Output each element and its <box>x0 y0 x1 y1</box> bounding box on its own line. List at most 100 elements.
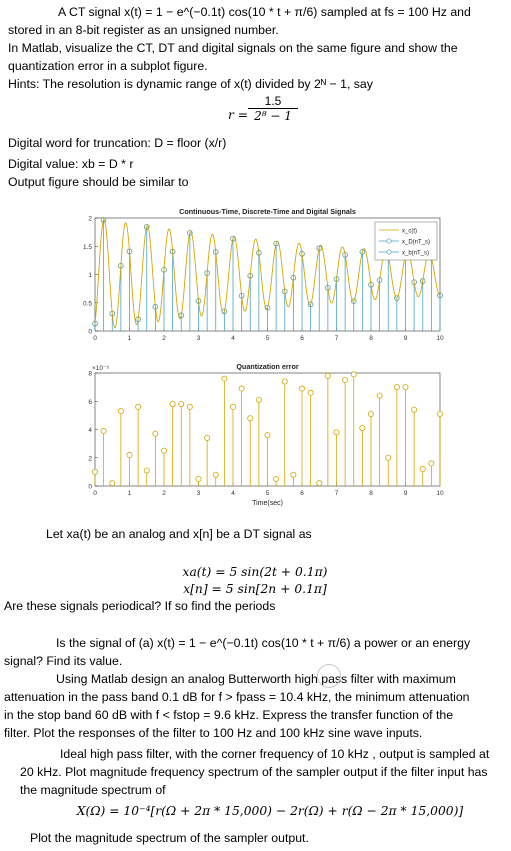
resolution-lhs: r = <box>228 108 249 122</box>
p5-spectrum-eq: X(Ω) = 10⁻⁴[r(Ω + 2π * 15,000) − 2r(Ω) +… <box>76 804 464 818</box>
error-marker <box>385 454 392 461</box>
x-tick-label: 1 <box>128 335 132 342</box>
p4-line3: in the stop band 60 dB with f < fstop = … <box>4 708 454 722</box>
marker-digital <box>333 276 340 282</box>
marker-digital <box>161 267 167 273</box>
p1-digital-word: Digital word for truncation: D = floor (… <box>8 136 227 150</box>
marker-digital <box>394 295 400 301</box>
marker-digital <box>152 303 159 310</box>
chart-title: Continuous-Time, Discrete-Time and Digit… <box>179 207 356 216</box>
series-continuous <box>94 218 441 329</box>
marker-digital <box>359 249 366 255</box>
marker-digital <box>187 230 193 236</box>
x-tick-label: 6 <box>300 490 304 497</box>
p2-eq2: x[n] = 5 sin[2n + 0.1π] <box>183 582 327 596</box>
marker-digital <box>169 248 176 255</box>
error-marker <box>376 392 383 399</box>
legend-marker <box>386 238 392 244</box>
y-exponent: ×10⁻³ <box>92 365 109 372</box>
marker-digital <box>264 304 271 311</box>
p5-line1: Ideal high pass filter, with the corner … <box>60 747 490 761</box>
p1-line3: In Matlab, visualize the CT, DT and digi… <box>8 41 458 55</box>
marker-digital <box>299 251 305 257</box>
resolution-fraction: 1.5 2⁸ − 1 <box>248 94 298 123</box>
error-marker <box>126 451 133 458</box>
error-marker <box>100 427 107 434</box>
marker-digital <box>420 278 426 284</box>
error-marker <box>160 447 167 454</box>
x-tick-label: 2 <box>162 490 166 497</box>
y-tick-label: 0 <box>88 484 92 491</box>
p2-eq1: xa(t) = 5 sin(2t + 0.1π) <box>182 565 328 579</box>
marker-digital <box>204 270 210 276</box>
error-marker <box>152 430 159 437</box>
x-tick-label: 6 <box>300 335 304 342</box>
marker-digital <box>213 249 219 255</box>
x-tick-label: 5 <box>266 335 270 342</box>
error-marker <box>428 460 435 467</box>
x-tick-label: 0 <box>93 335 97 342</box>
marker-digital <box>238 293 245 299</box>
marker-digital <box>307 301 314 308</box>
error-marker <box>135 403 142 410</box>
marker-digital <box>109 310 115 317</box>
error-marker <box>143 467 150 474</box>
p5-line2: 20 kHz. Plot magnitude frequency spectru… <box>20 765 488 779</box>
chart-title: Quantization error <box>236 362 299 371</box>
p1-line1: A CT signal x(t) = 1 − e^(−0.1t) cos(10 … <box>58 5 471 19</box>
p1-digital-value: Digital value: xb = D * r <box>8 157 134 171</box>
y-tick-label: 0 <box>88 329 92 336</box>
x-tick-label: 7 <box>335 490 339 497</box>
x-axis-label: Time(sec) <box>252 500 283 507</box>
marker-digital <box>118 263 124 269</box>
x-tick-label: 10 <box>436 335 444 342</box>
error-marker <box>281 378 288 385</box>
x-tick-label: 5 <box>266 490 270 497</box>
legend-marker <box>386 249 392 255</box>
x-tick-label: 9 <box>404 335 408 342</box>
marker-digital <box>144 224 150 230</box>
x-tick-label: 8 <box>369 490 373 497</box>
y-tick-label: 8 <box>88 371 92 378</box>
cursor-circle-icon <box>317 664 341 688</box>
error-marker <box>238 385 245 392</box>
y-tick-label: 0.5 <box>83 300 92 307</box>
marker-digital <box>135 316 141 323</box>
marker-digital <box>368 282 374 288</box>
y-tick-label: 1 <box>88 272 92 279</box>
marker-digital <box>282 288 288 295</box>
y-tick-label: 2 <box>88 455 92 462</box>
marker-digital <box>342 252 348 258</box>
y-tick-label: 1.5 <box>83 244 92 251</box>
error-marker <box>333 429 340 436</box>
error-marker <box>324 372 331 379</box>
error-marker <box>402 384 409 391</box>
marker-digital <box>126 248 133 255</box>
error-marker <box>307 389 314 396</box>
p3-line1: Is the signal of (a) x(t) = 1 − e^(−0.1t… <box>56 636 471 650</box>
marker-digital <box>273 240 279 247</box>
y-tick-label: 2 <box>88 216 92 223</box>
p2-question: Are these signals periodical? If so find… <box>4 599 276 613</box>
p4-line2: attenuation in the pass band 0.1 dB for … <box>4 690 470 704</box>
chart-quantization-error: 0 1 2 3 4 5 6 7 8 9 10 0 2 4 6 8 Quantization error ×10⁻³… <box>88 362 444 507</box>
x-tick-label: 10 <box>436 490 444 497</box>
marker-digital <box>290 275 297 281</box>
legend: x_c(t) x_D(nT_s) x_b(nT_s) <box>374 221 438 261</box>
marker-digital <box>437 292 443 299</box>
error-marker <box>316 480 323 487</box>
error-marker <box>178 401 185 408</box>
marker-digital <box>178 312 185 319</box>
x-tick-label: 9 <box>404 490 408 497</box>
x-tick-label: 7 <box>335 335 339 342</box>
error-marker <box>342 377 349 384</box>
x-tick-label: 2 <box>162 335 166 342</box>
marker-digital <box>92 320 98 327</box>
error-marker <box>212 471 219 478</box>
p5-line3: the magnitude spectrum of <box>20 783 166 797</box>
x-tick-label: 8 <box>369 335 373 342</box>
error-marker <box>411 406 418 413</box>
marker-digital <box>325 285 331 291</box>
marker-digital <box>376 277 383 283</box>
